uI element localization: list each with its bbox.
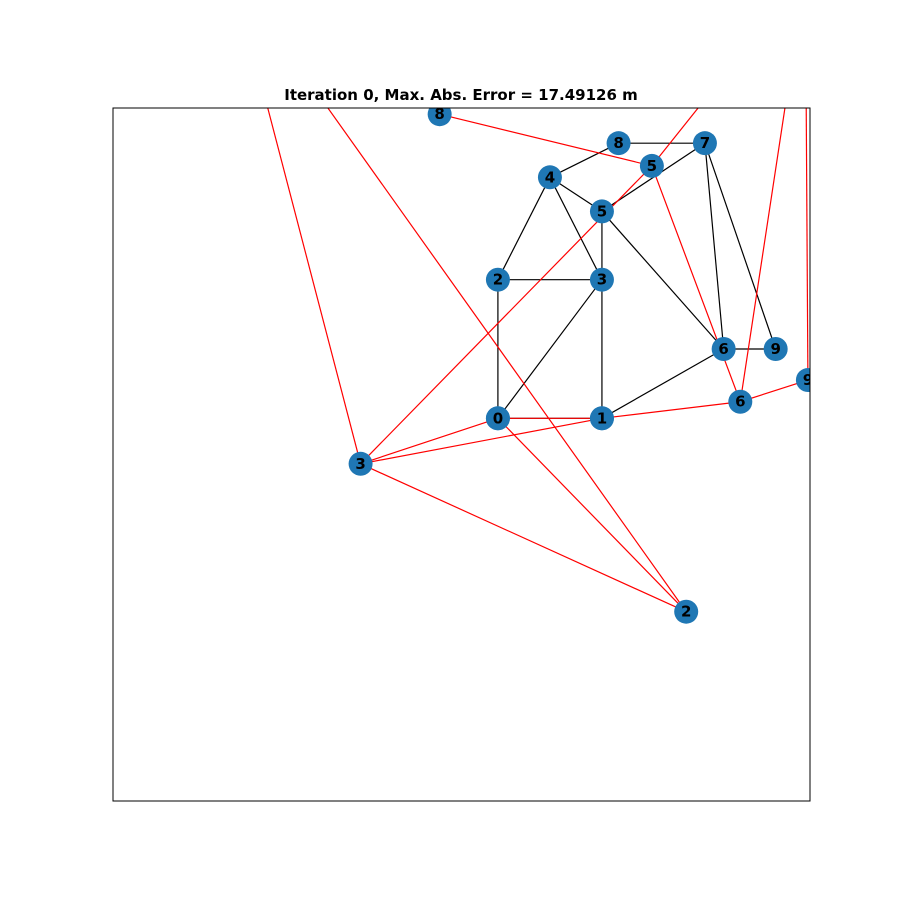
estimated-node-8 [427,108,452,127]
true-node-6 [711,336,736,361]
estimated-edge-9-e [805,108,809,381]
estimated-node-label-9: 9 [803,371,813,389]
true-edge-1-6 [601,348,724,419]
estimated-edge-5-6 [651,165,741,402]
estimated-edge-5-8 [439,113,653,167]
estimated-edge-3-a [267,108,362,464]
estimated-edges-layer [267,108,809,613]
true-node-label-3: 3 [597,271,607,289]
true-edge-3-4 [549,177,603,280]
estimated-edge-0-2 [497,417,687,613]
estimated-node-label-1: 1 [597,409,607,427]
estimated-edge-0-3 [360,417,499,465]
plot-title: Iteration 0, Max. Abs. Error = 17.49126 … [284,86,638,104]
estimated-edge-2-b [327,108,687,613]
true-node-9 [763,336,788,361]
estimated-edge-1-6 [601,401,741,419]
estimated-edge-6-d [739,108,786,402]
estimated-node-0 [485,406,510,431]
true-node-label-9: 9 [770,340,780,358]
estimated-node-label-6: 6 [735,393,745,411]
true-node-label-7: 7 [700,134,710,152]
true-node-label-5: 5 [597,202,607,220]
true-node-4 [537,165,562,190]
true-edge-4-8 [549,142,619,178]
true-node-label-2: 2 [493,271,503,289]
true-node-8 [606,131,631,156]
true-node-2 [485,267,510,292]
estimated-edge-5-c [651,108,699,167]
estimated-node-label-0: 0 [493,409,503,427]
plot-frame [112,107,811,802]
true-node-3 [589,267,614,292]
true-edge-6-7 [704,143,725,350]
estimated-node-9 [795,368,810,393]
true-edge-5-6 [601,211,725,350]
estimated-node-label-5: 5 [647,157,657,175]
true-edge-0-3 [497,279,603,419]
true-node-label-8: 8 [613,134,623,152]
estimated-nodes-layer: 0 1 2 3 5 6 8 9 [348,105,813,624]
estimated-node-2 [674,599,699,624]
true-node-7 [692,131,717,156]
estimated-node-label-8: 8 [434,105,444,123]
estimated-edge-1-3 [360,417,603,465]
true-node-label-4: 4 [545,168,555,186]
estimated-node-3 [348,451,373,476]
true-node-label-6: 6 [718,340,728,358]
estimated-node-label-2: 2 [681,603,691,621]
estimated-node-1 [589,406,614,431]
estimated-node-5 [639,153,664,178]
true-edge-2-4 [497,177,551,280]
plot-area: 0 1 2 3 4 5 6 7 8 9 0 1 2 3 5 6 8 9 [267,105,813,624]
estimated-edge-3-2 [360,463,687,613]
true-node-5 [589,199,614,224]
estimated-node-label-3: 3 [355,455,365,473]
estimated-node-6 [728,389,753,414]
true-edge-7-9 [704,142,777,350]
